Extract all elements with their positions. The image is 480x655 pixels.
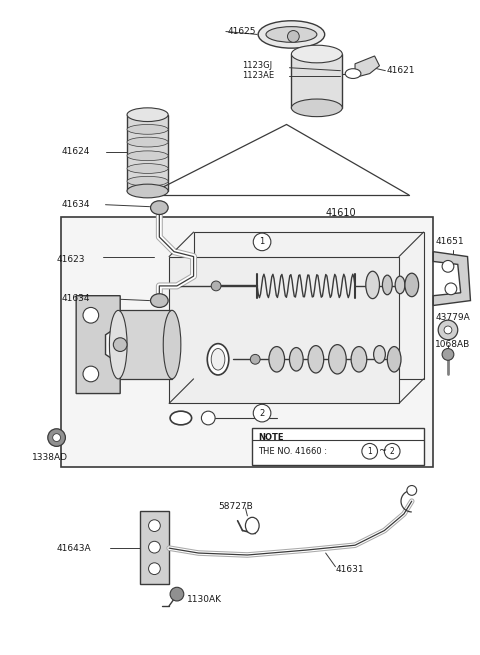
Ellipse shape (127, 184, 168, 198)
Text: 41631: 41631 (336, 565, 364, 574)
Ellipse shape (163, 310, 181, 379)
Ellipse shape (170, 411, 192, 425)
Text: ~: ~ (380, 446, 388, 457)
Text: 1: 1 (260, 237, 264, 246)
Circle shape (288, 31, 299, 43)
Ellipse shape (211, 348, 225, 370)
Text: NOTE: NOTE (258, 433, 284, 441)
Ellipse shape (345, 69, 361, 79)
Circle shape (442, 261, 454, 272)
Circle shape (48, 429, 65, 446)
Ellipse shape (266, 27, 317, 43)
Circle shape (253, 233, 271, 251)
Ellipse shape (308, 346, 324, 373)
Text: 41634: 41634 (61, 294, 90, 303)
Circle shape (149, 541, 160, 553)
Ellipse shape (329, 345, 346, 374)
Circle shape (442, 348, 454, 360)
Ellipse shape (351, 346, 367, 372)
Circle shape (251, 354, 260, 364)
Circle shape (438, 320, 458, 340)
Ellipse shape (405, 273, 419, 297)
Circle shape (113, 338, 127, 352)
Ellipse shape (291, 45, 342, 63)
Circle shape (202, 411, 215, 425)
Bar (291, 54, 342, 108)
Polygon shape (355, 56, 380, 77)
Circle shape (83, 307, 99, 323)
Text: 1068AB: 1068AB (435, 340, 470, 349)
Ellipse shape (289, 348, 303, 371)
Circle shape (384, 443, 400, 459)
Text: 41634: 41634 (61, 200, 90, 209)
Circle shape (53, 434, 60, 441)
Text: 1: 1 (367, 447, 372, 456)
Ellipse shape (109, 310, 127, 379)
Ellipse shape (245, 517, 259, 534)
Circle shape (83, 366, 99, 382)
Ellipse shape (258, 21, 324, 48)
Text: 1130AK: 1130AK (187, 595, 222, 603)
Circle shape (149, 563, 160, 574)
Circle shape (170, 588, 184, 601)
Text: 41610: 41610 (325, 208, 356, 217)
Circle shape (444, 326, 452, 334)
Ellipse shape (207, 344, 229, 375)
Polygon shape (76, 295, 120, 394)
Ellipse shape (269, 346, 285, 372)
Ellipse shape (366, 271, 380, 299)
Text: 43779A: 43779A (435, 312, 470, 322)
Ellipse shape (383, 275, 392, 295)
Ellipse shape (151, 293, 168, 307)
Text: 1123GJ: 1123GJ (242, 62, 273, 70)
Bar (61, 217, 433, 467)
Text: 2: 2 (390, 447, 395, 456)
Text: 1123AE: 1123AE (242, 71, 275, 80)
Circle shape (407, 485, 417, 495)
Bar (169, 257, 399, 403)
Ellipse shape (127, 151, 168, 160)
Ellipse shape (127, 164, 168, 174)
Text: 41624: 41624 (61, 147, 90, 157)
Bar (127, 115, 168, 191)
Ellipse shape (127, 137, 168, 147)
Text: 41623: 41623 (57, 255, 85, 264)
Text: THE NO. 41660 :: THE NO. 41660 : (258, 447, 327, 456)
Bar (140, 511, 169, 584)
Circle shape (253, 404, 271, 422)
Bar (252, 428, 423, 465)
Text: 41625: 41625 (228, 27, 256, 36)
Text: 2: 2 (260, 409, 264, 418)
Ellipse shape (395, 276, 405, 293)
Ellipse shape (373, 346, 385, 364)
Ellipse shape (127, 124, 168, 134)
Circle shape (362, 443, 378, 459)
Ellipse shape (127, 176, 168, 186)
Circle shape (445, 283, 457, 295)
Circle shape (211, 281, 221, 291)
Circle shape (149, 520, 160, 531)
Text: 58727B: 58727B (218, 502, 253, 510)
Text: 1338AD: 1338AD (32, 453, 68, 462)
Ellipse shape (291, 99, 342, 117)
Text: 41651: 41651 (435, 237, 464, 246)
Polygon shape (433, 252, 470, 305)
Text: 41643A: 41643A (57, 544, 91, 553)
Bar (118, 310, 172, 379)
Ellipse shape (127, 108, 168, 122)
Bar (193, 232, 423, 379)
Ellipse shape (151, 201, 168, 214)
Ellipse shape (387, 346, 401, 372)
Text: 41621: 41621 (386, 66, 415, 75)
